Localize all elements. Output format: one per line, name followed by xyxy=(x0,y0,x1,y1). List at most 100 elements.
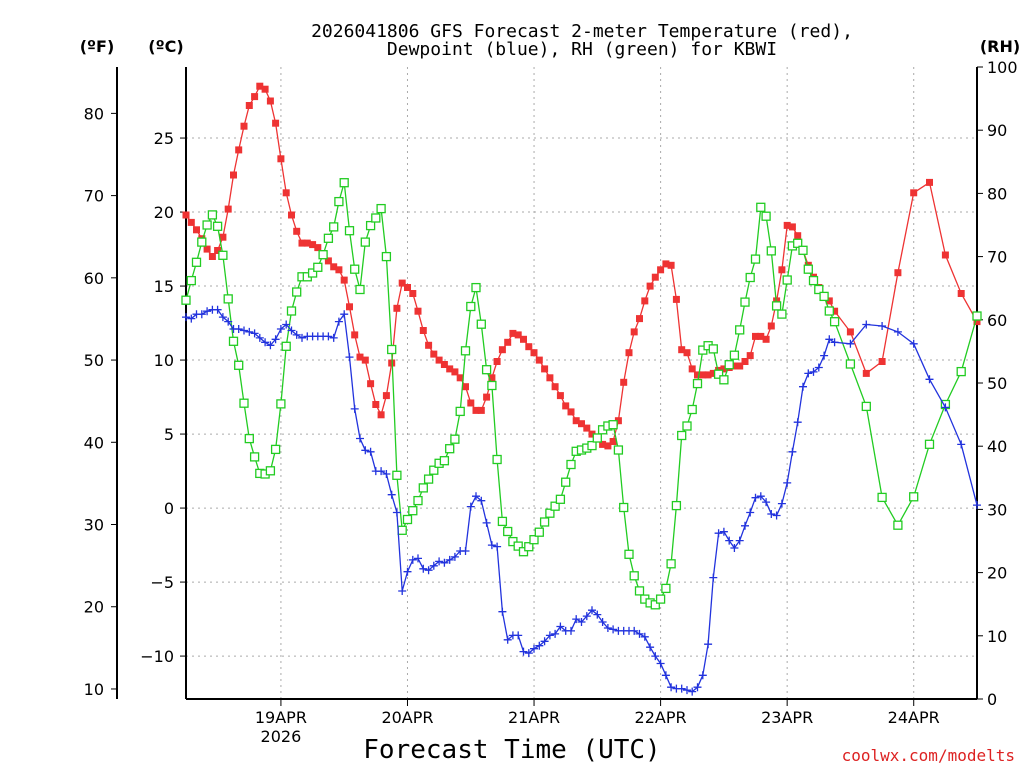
temperature-point xyxy=(230,171,237,179)
rh-point xyxy=(766,246,776,256)
year-tick-label: 2026 xyxy=(261,727,302,746)
temperature-point xyxy=(324,257,332,265)
rh-point xyxy=(360,237,370,247)
rh-point xyxy=(466,301,476,312)
dewpoint-point xyxy=(350,404,359,413)
rh-point xyxy=(392,470,402,480)
temperature-point xyxy=(298,239,306,247)
rh-point xyxy=(624,549,634,559)
rh-point xyxy=(445,444,455,454)
temperature-point xyxy=(414,307,422,315)
dewpoint-point xyxy=(788,447,797,456)
rh-tick-label: 0 xyxy=(987,690,997,709)
dewpoint-point xyxy=(603,624,612,632)
rh-point xyxy=(861,401,871,412)
temperature-point xyxy=(599,440,607,448)
temperature-point xyxy=(541,365,549,373)
rh-point xyxy=(909,492,919,502)
temperature-point xyxy=(282,189,290,197)
dewpoint-point xyxy=(830,338,839,347)
dewpoint-point xyxy=(224,317,233,326)
dewpoint-point xyxy=(197,310,206,319)
rh-point xyxy=(782,275,792,285)
rh-point xyxy=(972,311,982,321)
rh-point xyxy=(186,275,196,286)
rh-point xyxy=(503,526,513,537)
temperature-point xyxy=(794,232,802,240)
rh-point xyxy=(829,317,840,327)
temperature-point xyxy=(614,417,622,425)
temperature-point xyxy=(309,241,317,249)
rh-point xyxy=(713,369,724,379)
celsius-tick-label: 0 xyxy=(164,499,174,518)
rh-point xyxy=(740,297,750,307)
time-tick-label: 24APR xyxy=(888,708,940,727)
rh-point xyxy=(793,238,803,248)
rh-tick-label: 70 xyxy=(987,248,1007,267)
rh-point xyxy=(418,483,428,493)
x-axis-label: Forecast Time (UTC) xyxy=(363,735,660,765)
rh-point xyxy=(877,492,887,503)
temperature-point xyxy=(646,282,654,290)
rh-point xyxy=(350,264,360,274)
temperature-point xyxy=(741,358,749,365)
rh-point xyxy=(708,344,718,354)
celsius-unit-label: (ºC) xyxy=(148,37,183,56)
dewpoint-point xyxy=(799,382,807,391)
temperature-point xyxy=(704,371,712,379)
rh-point xyxy=(234,360,244,370)
dewpoint-point xyxy=(598,618,607,626)
fahrenheit-tick-label: 80 xyxy=(84,104,104,123)
dewpoint-point xyxy=(688,687,697,696)
temperature-point xyxy=(440,361,448,368)
dewpoint-series xyxy=(182,305,981,696)
dewpoint-point xyxy=(846,339,855,348)
dewpoint-point xyxy=(661,671,670,680)
dewpoint-point xyxy=(187,314,196,323)
temperature-point xyxy=(356,353,364,361)
temperature-point xyxy=(330,263,338,271)
temperature-point xyxy=(683,349,691,357)
temperature-point xyxy=(409,290,417,297)
rh-point xyxy=(286,306,297,316)
rh-point xyxy=(745,272,755,283)
rh-point xyxy=(276,399,286,409)
dewpoint-point xyxy=(693,683,702,692)
rh-point xyxy=(323,233,334,243)
dewpoint-point xyxy=(429,561,438,570)
rh-point xyxy=(808,275,819,286)
rh-series xyxy=(181,178,982,610)
dewpoint-point xyxy=(777,499,786,508)
temperature-point xyxy=(862,369,870,377)
dewpoint-point xyxy=(203,307,212,316)
dewpoint-point xyxy=(925,375,934,384)
dewpoint-point xyxy=(419,564,428,573)
dewpoint-point xyxy=(683,686,691,695)
temperature-point xyxy=(272,119,280,127)
rh-point xyxy=(481,365,492,375)
time-tick-label: 21APR xyxy=(508,708,560,727)
temperature-point xyxy=(425,341,433,349)
rh-point xyxy=(724,360,734,370)
rh-point xyxy=(292,287,302,297)
rh-point xyxy=(561,477,571,487)
rh-point xyxy=(539,517,550,527)
rh-point xyxy=(318,250,328,260)
rh-point xyxy=(423,474,434,484)
dewpoint-point xyxy=(793,418,802,427)
temperature-point xyxy=(498,346,506,354)
dewpoint-point xyxy=(556,622,565,631)
dewpoint-point xyxy=(182,313,190,322)
dewpoint-point xyxy=(498,607,507,616)
dewpoint-point xyxy=(387,490,396,499)
temperature-point xyxy=(746,352,754,360)
temperature-point xyxy=(625,349,633,357)
rh-point xyxy=(750,254,761,264)
temperature-point xyxy=(551,383,559,391)
temperature-point xyxy=(546,374,554,382)
temperature-point xyxy=(377,411,385,419)
dewpoint-point xyxy=(814,363,823,372)
temperature-point xyxy=(398,279,406,287)
temperature-point xyxy=(430,350,438,358)
dewpoint-point xyxy=(287,326,296,335)
